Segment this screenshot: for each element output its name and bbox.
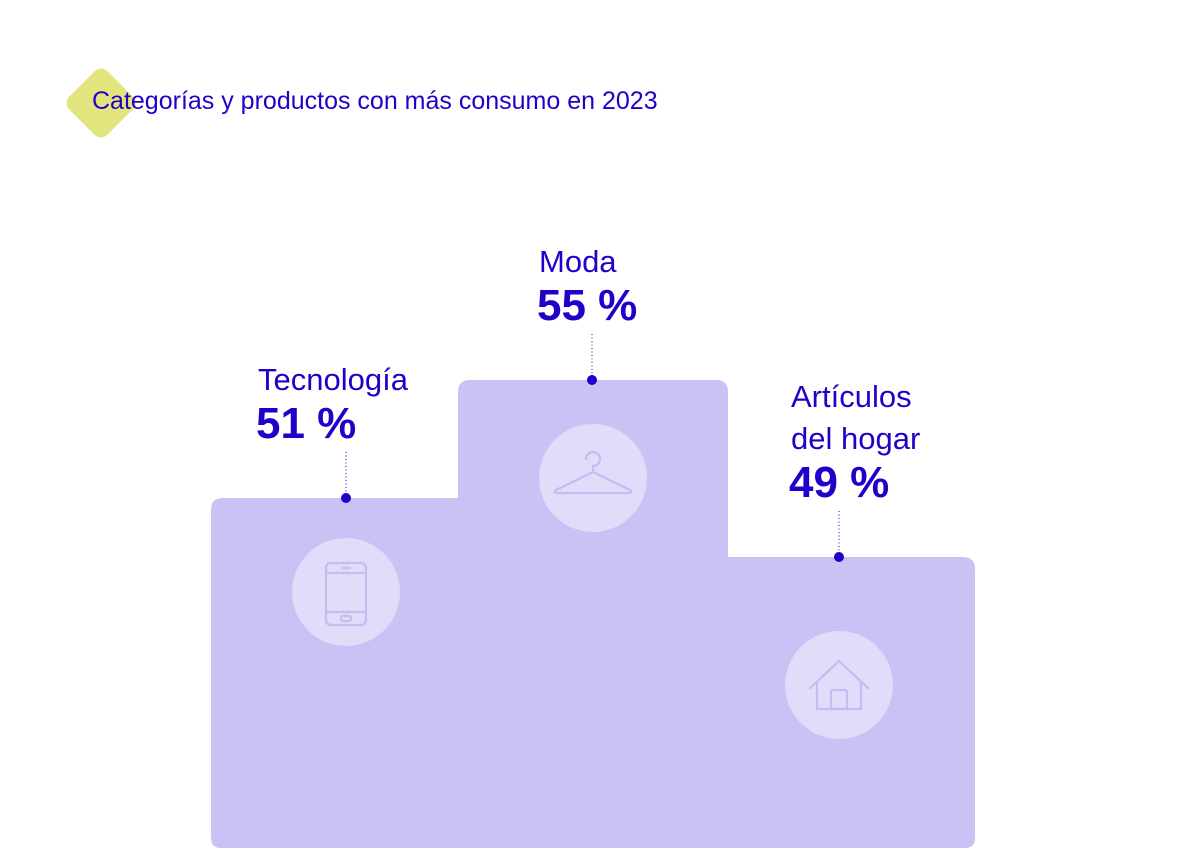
icon-circle-1 bbox=[292, 538, 400, 646]
bar-top-dot bbox=[341, 493, 351, 503]
chart-title: Categorías y productos con más consumo e… bbox=[92, 87, 658, 115]
category-label: Moda bbox=[539, 244, 617, 279]
house-icon bbox=[808, 659, 870, 711]
hanger-icon bbox=[553, 450, 633, 495]
bar-top-dot bbox=[834, 552, 844, 562]
podium-shape bbox=[211, 380, 975, 848]
category-label: Artículos bbox=[791, 379, 912, 414]
value-label: 51 % bbox=[256, 399, 356, 448]
title-diamond-mark bbox=[66, 68, 136, 138]
value-label: 49 % bbox=[789, 458, 889, 507]
category-label: del hogar bbox=[791, 421, 920, 456]
icon-circle-2 bbox=[539, 424, 647, 532]
category-label: Tecnología bbox=[258, 362, 409, 397]
icon-circle-3 bbox=[785, 631, 893, 739]
smartphone-icon bbox=[324, 561, 368, 627]
value-label: 55 % bbox=[537, 281, 637, 330]
bar-top-dot bbox=[587, 375, 597, 385]
